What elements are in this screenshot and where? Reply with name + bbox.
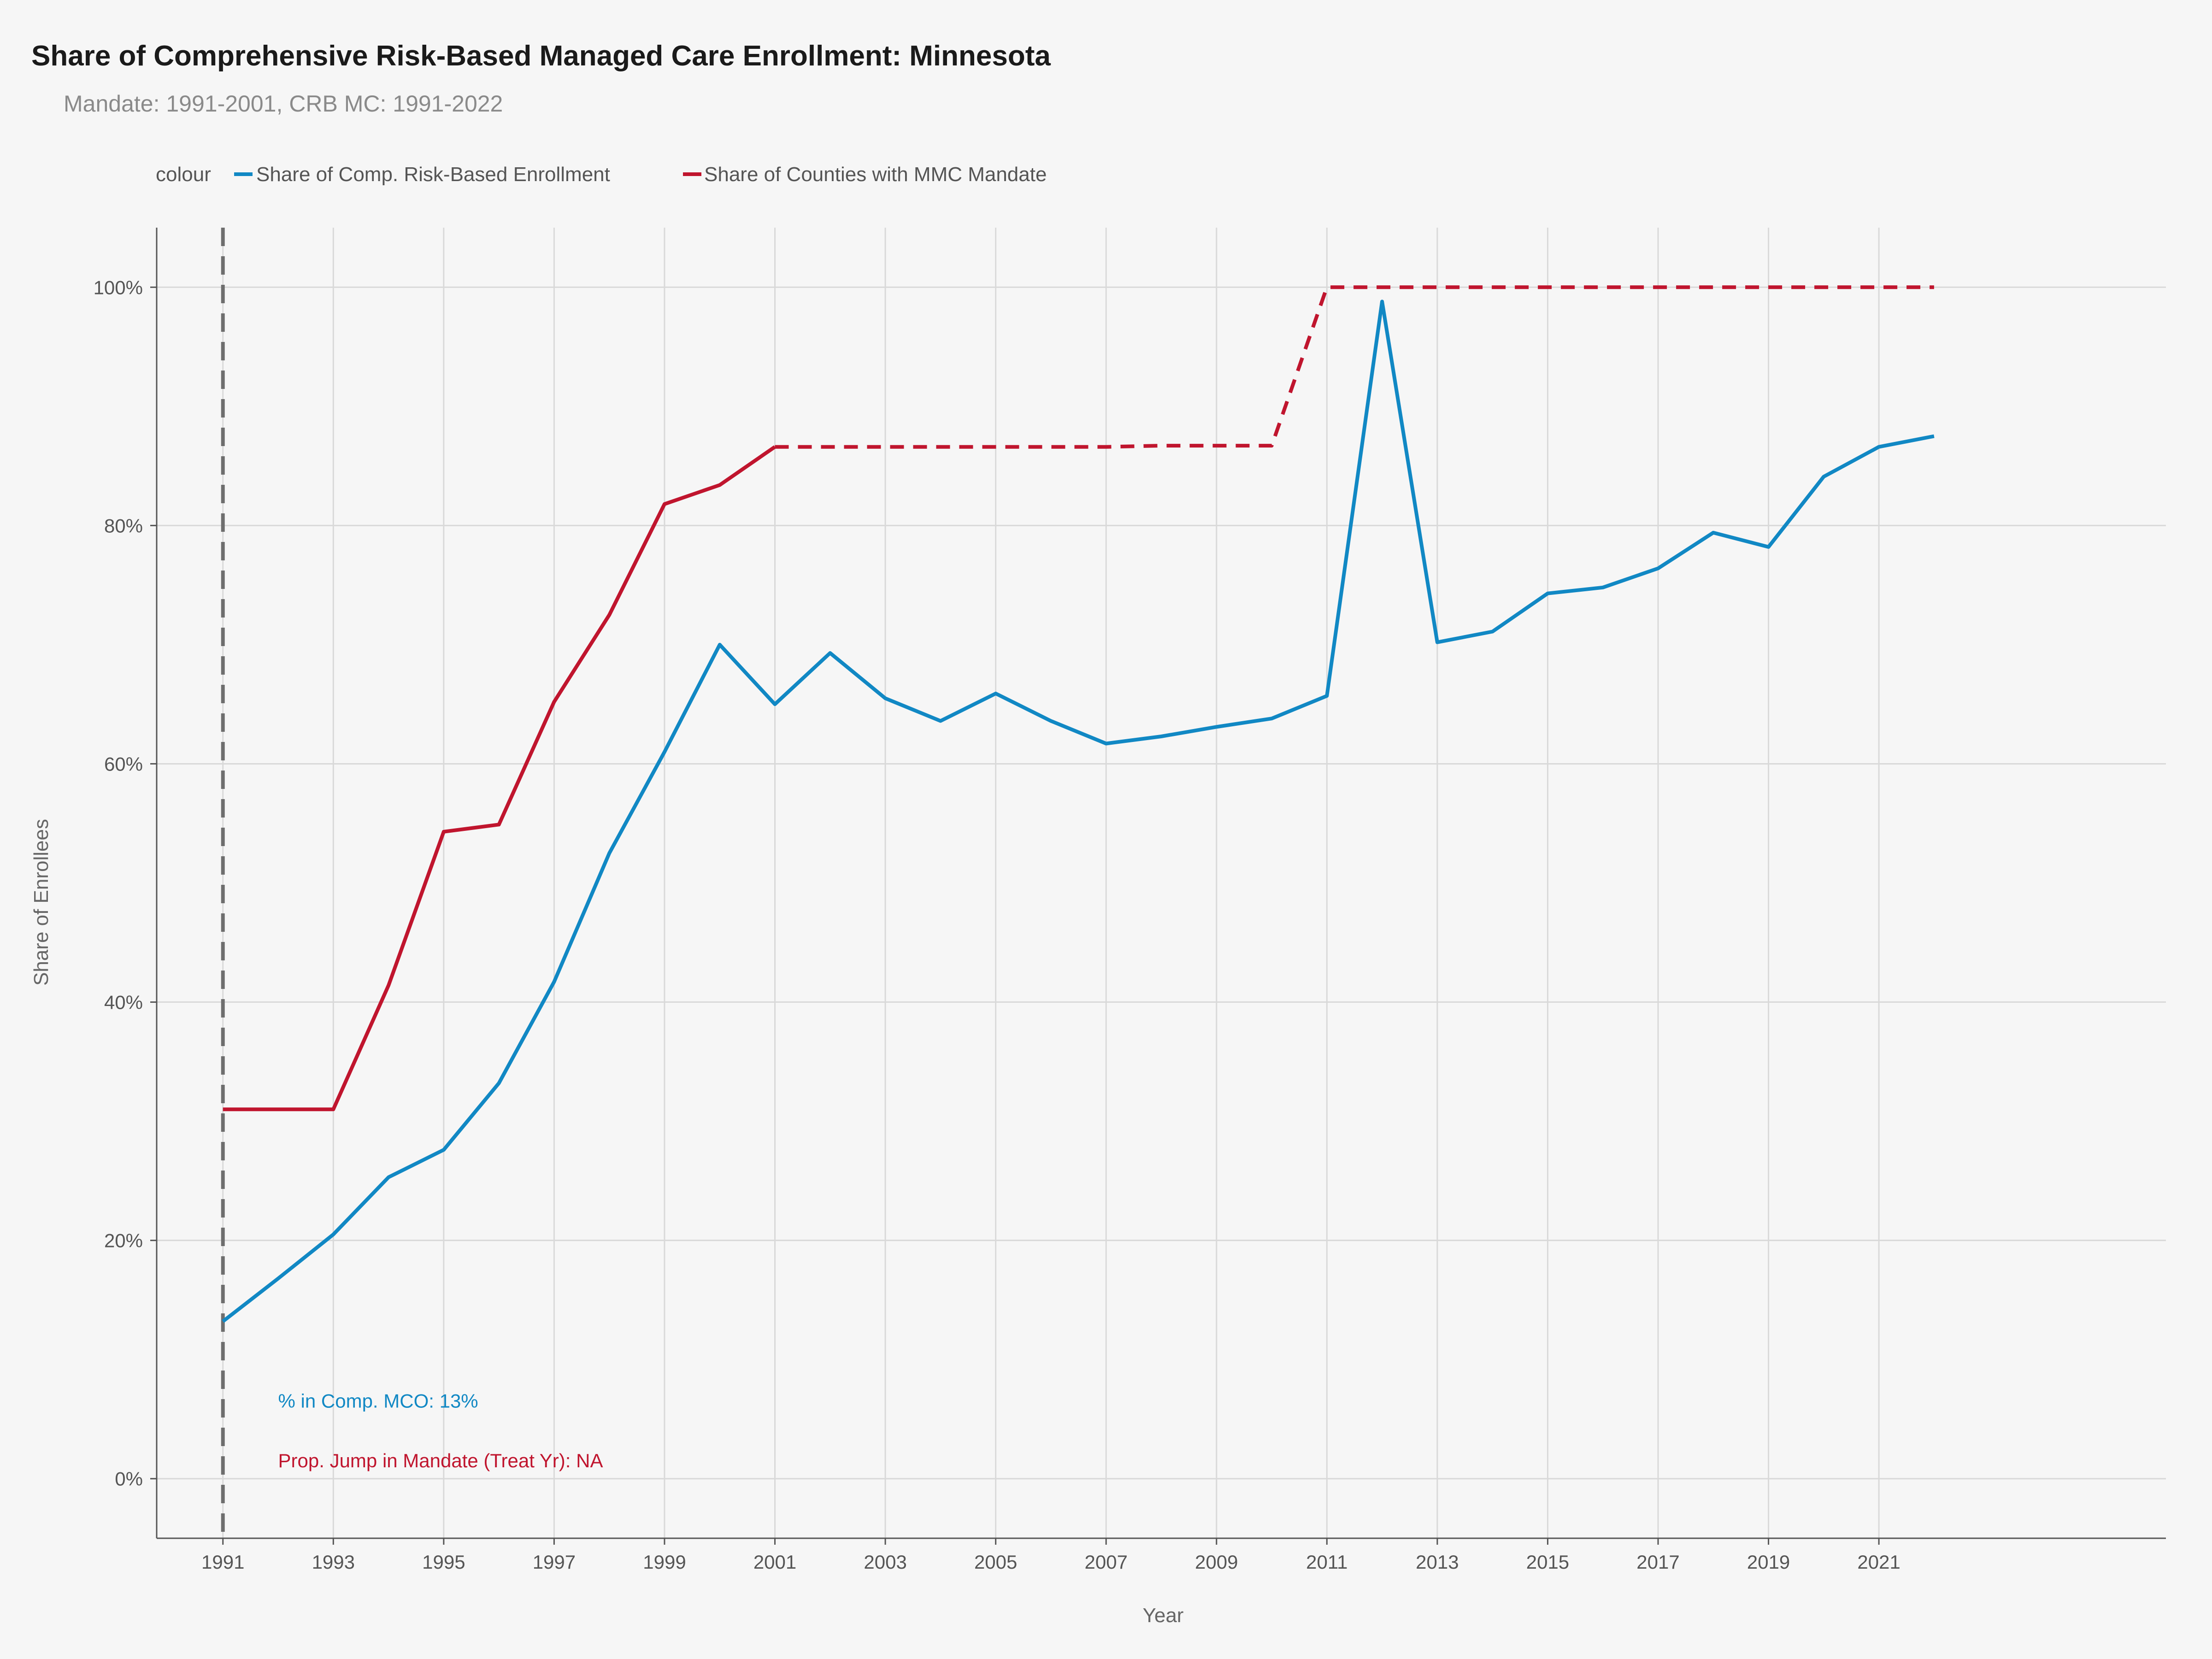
legend: colour Share of Comp. Risk-Based Enrollm… xyxy=(156,163,1047,186)
legend-label-mandate: Share of Counties with MMC Mandate xyxy=(704,163,1047,186)
axes xyxy=(156,228,2166,1539)
x-tick-label: 1997 xyxy=(533,1551,576,1573)
legend-title: colour xyxy=(156,163,211,186)
series-line-enrollment xyxy=(222,300,1935,1323)
x-tick-label: 2021 xyxy=(1857,1551,1900,1573)
annotation-0: % in Comp. MCO: 13% xyxy=(278,1390,478,1412)
y-tick-label: 60% xyxy=(104,753,143,775)
x-tick-label: 2005 xyxy=(974,1551,1017,1573)
x-tick-label: 2011 xyxy=(1306,1551,1347,1573)
annotation-1: Prop. Jump in Mandate (Treat Yr): NA xyxy=(278,1450,603,1471)
y-tick-label: 20% xyxy=(104,1230,143,1252)
chart-subtitle: Mandate: 1991-2001, CRB MC: 1991-2022 xyxy=(64,91,503,117)
chart-title: Share of Comprehensive Risk-Based Manage… xyxy=(31,40,1051,72)
x-axis-label: Year xyxy=(1143,1604,1184,1627)
x-tick-label: 2003 xyxy=(864,1551,906,1573)
x-tick-label: 2015 xyxy=(1526,1551,1569,1573)
x-tick-label: 1991 xyxy=(201,1551,244,1573)
y-axis-label: Share of Enrollees xyxy=(30,819,53,986)
x-tick-label: 1993 xyxy=(312,1551,355,1573)
series-group xyxy=(222,285,1935,1323)
x-tick-label: 1995 xyxy=(422,1551,465,1573)
tick-labels: 1991 1993 1995 1997 1999 2001 2003 2005 2007 2009… xyxy=(94,276,1900,1573)
x-tick-label: 2013 xyxy=(1416,1551,1459,1573)
series-line-mandate xyxy=(223,445,776,1112)
y-tick-label: 80% xyxy=(104,515,143,536)
y-tick-label: 40% xyxy=(104,992,143,1013)
legend-label-enrollment: Share of Comp. Risk-Based Enrollment xyxy=(256,163,610,186)
x-tick-label: 2017 xyxy=(1636,1551,1679,1573)
x-tick-label: 1999 xyxy=(643,1551,686,1573)
y-tick-label: 100% xyxy=(94,276,143,298)
y-tick-label: 0% xyxy=(115,1468,143,1490)
annotations: % in Comp. MCO: 13% Prop. Jump in Mandate… xyxy=(278,1390,603,1471)
x-tick-label: 2019 xyxy=(1747,1551,1790,1573)
x-tick-label: 2001 xyxy=(753,1551,796,1573)
grid xyxy=(157,228,2166,1538)
x-tick-label: 2009 xyxy=(1195,1551,1238,1573)
series-line-mandate-dashed xyxy=(775,285,1934,449)
x-tick-label: 2007 xyxy=(1085,1551,1128,1573)
